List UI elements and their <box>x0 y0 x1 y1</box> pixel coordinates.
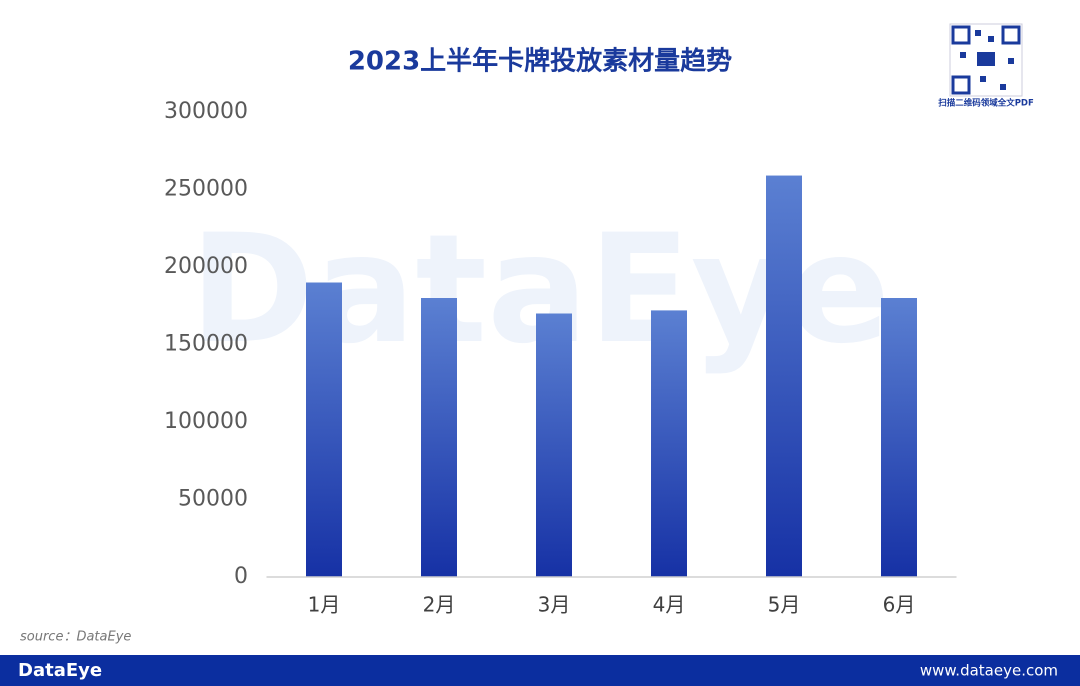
y-tick-label: 150000 <box>164 332 248 357</box>
footer-band <box>0 655 1080 686</box>
plot: 0 50000 100000 150000 200000 250000 300000 1月 2月… <box>164 99 957 617</box>
qr-code <box>949 23 1023 97</box>
bar <box>881 298 917 577</box>
y-tick-label: 300000 <box>164 99 248 124</box>
footer-url: www.dataeye.com <box>920 662 1058 680</box>
bar <box>766 175 802 578</box>
y-tick-label: 100000 <box>164 409 248 434</box>
y-tick-label: 250000 <box>164 177 248 202</box>
x-tick-label: 5月 <box>768 593 801 617</box>
y-tick-label: 200000 <box>164 254 248 279</box>
chart-title: 2023上半年卡牌投放素材量趋势 <box>348 46 732 77</box>
qr-caption: 扫描二维码领域全文PDF <box>938 98 1034 109</box>
x-tick-label: 3月 <box>538 593 571 617</box>
bar <box>536 313 572 577</box>
bar <box>421 298 457 577</box>
source: source：DataEye <box>20 630 131 645</box>
x-tick-label: 6月 <box>883 593 916 617</box>
x-tick-label: 4月 <box>653 593 686 617</box>
x-tick-label: 1月 <box>308 593 341 617</box>
y-tick-label: 0 <box>234 564 248 589</box>
bar <box>651 310 687 577</box>
bar <box>306 282 342 577</box>
footer-brand: DataEye <box>18 660 102 681</box>
x-tick-label: 2月 <box>423 593 456 617</box>
y-tick-label: 50000 <box>178 487 248 512</box>
